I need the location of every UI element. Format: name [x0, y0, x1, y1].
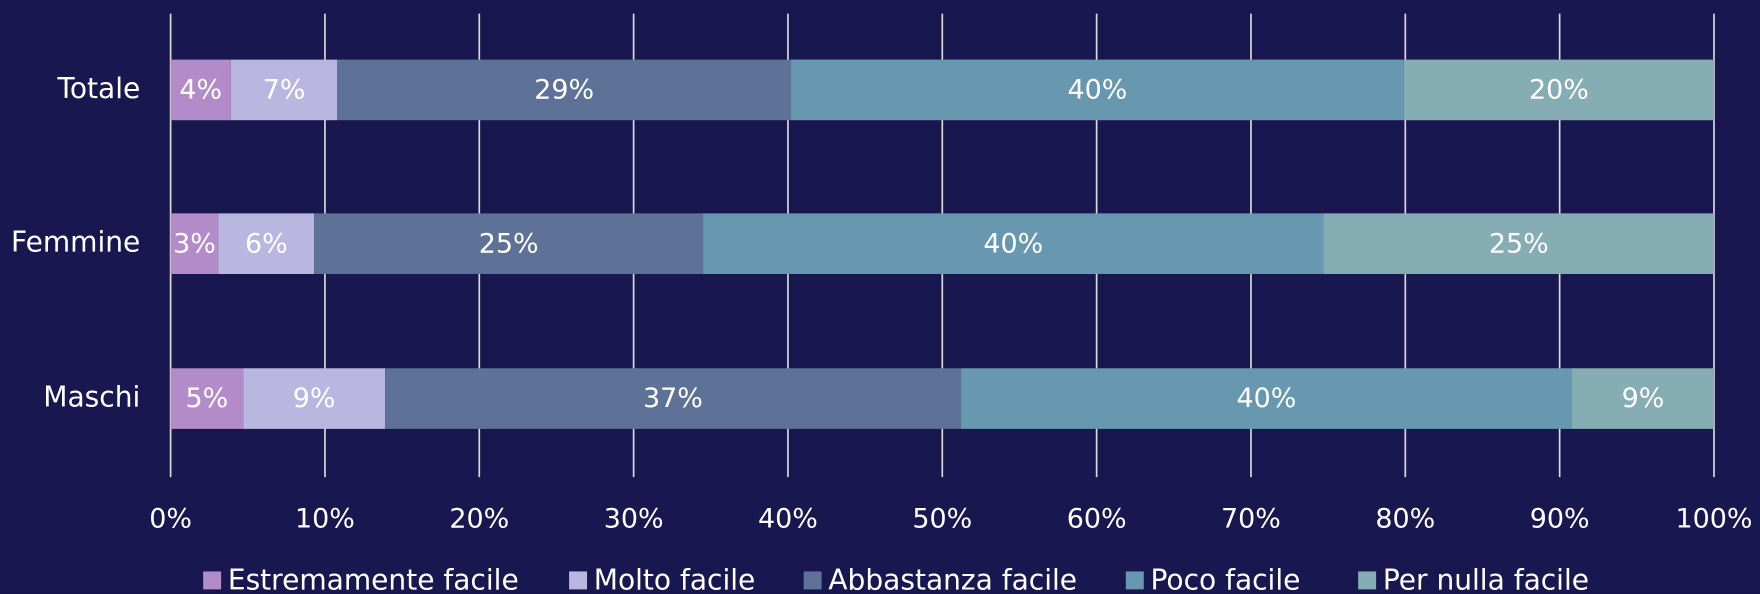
- data-label: 20%: [1529, 75, 1589, 106]
- bar-segment: [385, 368, 961, 429]
- data-label: 37%: [643, 383, 703, 414]
- legend-label: Per nulla facile: [1383, 564, 1589, 594]
- bar-segment: [314, 213, 704, 274]
- bar-segment: [1403, 59, 1714, 121]
- category-label: Femmine: [11, 226, 140, 259]
- bar-segment: [1571, 368, 1714, 429]
- bar-segment: [703, 213, 1324, 274]
- x-tick-label: 100%: [1675, 503, 1752, 534]
- data-label: 25%: [479, 228, 539, 259]
- legend-label: Abbastanza facile: [828, 564, 1077, 594]
- data-label: 7%: [263, 75, 306, 106]
- x-tick-label: 80%: [1375, 503, 1435, 534]
- x-tick-label: 30%: [604, 503, 664, 534]
- bar-segment: [337, 59, 792, 121]
- data-label: 40%: [1236, 383, 1296, 414]
- data-label: 5%: [186, 383, 229, 414]
- legend-swatch: [203, 571, 222, 590]
- x-tick-label: 50%: [912, 503, 972, 534]
- data-label: 40%: [1067, 75, 1127, 106]
- category-label: Maschi: [43, 381, 140, 414]
- bar-segment: [960, 368, 1572, 429]
- data-label: 9%: [1622, 383, 1665, 414]
- legend-label: Molto facile: [594, 564, 756, 594]
- legend-label: Estremamente facile: [228, 564, 519, 594]
- data-label: 9%: [293, 383, 336, 414]
- x-tick-label: 0%: [149, 503, 192, 534]
- data-label: 3%: [173, 228, 216, 259]
- bar-segment: [243, 368, 386, 429]
- bar-segment: [218, 213, 315, 274]
- bar-segment: [170, 368, 244, 429]
- legend-swatch: [1125, 571, 1144, 590]
- bar-segment: [230, 59, 338, 121]
- x-tick-label: 70%: [1221, 503, 1281, 534]
- x-tick-label: 90%: [1530, 503, 1590, 534]
- x-tick-label: 60%: [1067, 503, 1127, 534]
- legend-swatch: [569, 571, 588, 590]
- data-label: 25%: [1489, 228, 1549, 259]
- bar-segment: [170, 59, 231, 121]
- data-label: 6%: [245, 228, 288, 259]
- data-label: 4%: [179, 75, 222, 106]
- x-tick-label: 10%: [295, 503, 355, 534]
- x-tick-label: 20%: [449, 503, 509, 534]
- bar-segment: [1323, 213, 1714, 274]
- data-label: 29%: [534, 75, 594, 106]
- bar-segment: [170, 213, 219, 274]
- bar-segment: [791, 59, 1404, 121]
- legend-swatch: [1358, 571, 1377, 590]
- legend-label: Poco facile: [1151, 564, 1301, 594]
- category-label: Totale: [57, 72, 141, 105]
- data-label: 40%: [983, 228, 1043, 259]
- x-tick-label: 40%: [758, 503, 818, 534]
- legend-swatch: [803, 571, 822, 590]
